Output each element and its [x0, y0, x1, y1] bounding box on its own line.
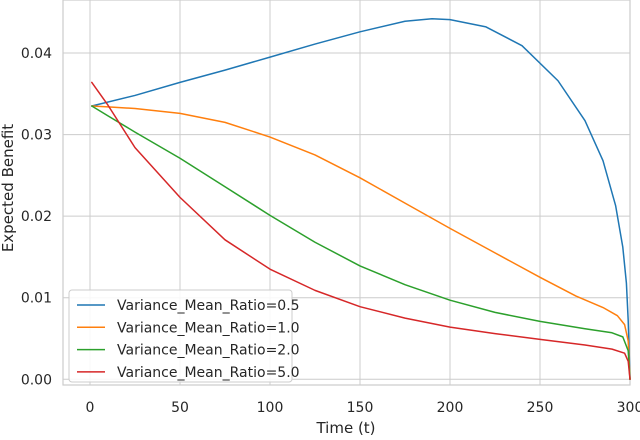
- series-line: [91, 105, 631, 381]
- y-tick-label: 0.01: [21, 291, 52, 307]
- legend-entry-label: Variance_Mean_Ratio=0.5: [117, 298, 300, 314]
- x-tick-label: 250: [527, 400, 554, 416]
- y-tick-labels: 0.00 0.01 0.02 0.03 0.04: [21, 46, 52, 388]
- y-tick-label: 0.00: [21, 372, 52, 388]
- series-line: [91, 105, 631, 381]
- x-tick-label: 50: [171, 400, 189, 416]
- y-tick-label: 0.04: [21, 46, 52, 62]
- x-tick-label: 200: [437, 400, 464, 416]
- x-tick-label: 150: [347, 400, 374, 416]
- legend-box: [68, 289, 293, 383]
- series-line: [91, 18, 631, 381]
- legend-entry-label: Variance_Mean_Ratio=2.0: [117, 343, 300, 359]
- y-tick-label: 0.02: [21, 209, 52, 225]
- series-lines: [91, 18, 631, 381]
- y-axis-label: Expected Benefit: [0, 124, 17, 252]
- legend-entry-label: Variance_Mean_Ratio=1.0: [117, 320, 300, 336]
- x-tick-label: 300: [617, 400, 640, 416]
- series-line: [91, 81, 631, 381]
- legend-entry-label: Variance_Mean_Ratio=5.0: [117, 365, 300, 381]
- x-tick-label: 100: [257, 400, 284, 416]
- x-tick-label: 0: [86, 400, 95, 416]
- x-tick-labels: 0 50 100 150 200 250 300: [86, 400, 640, 416]
- x-axis-label: Time (t): [315, 419, 375, 437]
- legend: Variance_Mean_Ratio=0.5 Variance_Mean_Rat…: [68, 289, 300, 383]
- y-tick-label: 0.03: [21, 128, 52, 144]
